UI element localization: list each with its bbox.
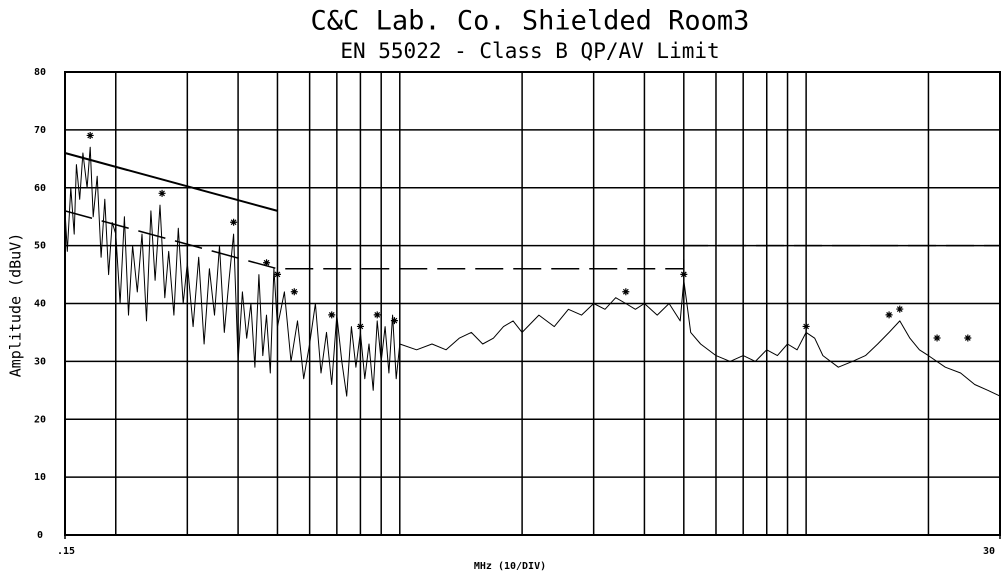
y-tick-label: 60 <box>34 183 46 194</box>
peak-marker <box>964 334 972 342</box>
peak-marker <box>885 311 893 319</box>
plot-frame <box>64 71 1001 536</box>
peak-marker <box>896 305 904 313</box>
peak-marker <box>290 288 298 296</box>
peak-marker <box>273 270 281 278</box>
y-tick-label: 40 <box>34 299 46 310</box>
y-tick-label: 20 <box>34 414 46 425</box>
y-tick-label: 0 <box>37 530 43 541</box>
line <box>64 152 278 212</box>
peak-marker <box>802 322 810 330</box>
y-tick-label: 30 <box>34 356 46 367</box>
x-tick-label: 30 <box>983 546 995 557</box>
chart-subtitle: EN 55022 - Class B QP/AV Limit <box>340 39 719 63</box>
x-tick-label: .15 <box>57 546 75 557</box>
peak-marker <box>373 311 381 319</box>
x-axis-label: MHz (10/DIV) <box>474 561 546 572</box>
peak-marker <box>356 322 364 330</box>
peak-marker <box>933 334 941 342</box>
y-axis-label: Amplitude (dBuV) <box>7 233 25 378</box>
peak-marker <box>328 311 336 319</box>
line <box>64 146 1001 397</box>
peak-marker <box>390 317 398 325</box>
chart-title: C&C Lab. Co. Shielded Room3 <box>311 6 750 37</box>
line <box>64 210 1000 270</box>
y-tick-label: 10 <box>34 472 46 483</box>
y-tick-label: 80 <box>34 67 46 78</box>
y-tick-label: 50 <box>34 241 46 252</box>
peak-marker <box>680 270 688 278</box>
peak-marker <box>263 259 271 267</box>
y-tick-label: 70 <box>34 125 46 136</box>
peak-marker <box>86 131 94 139</box>
peak-marker <box>230 218 238 226</box>
peak-marker <box>622 288 630 296</box>
peak-marker <box>158 189 166 197</box>
